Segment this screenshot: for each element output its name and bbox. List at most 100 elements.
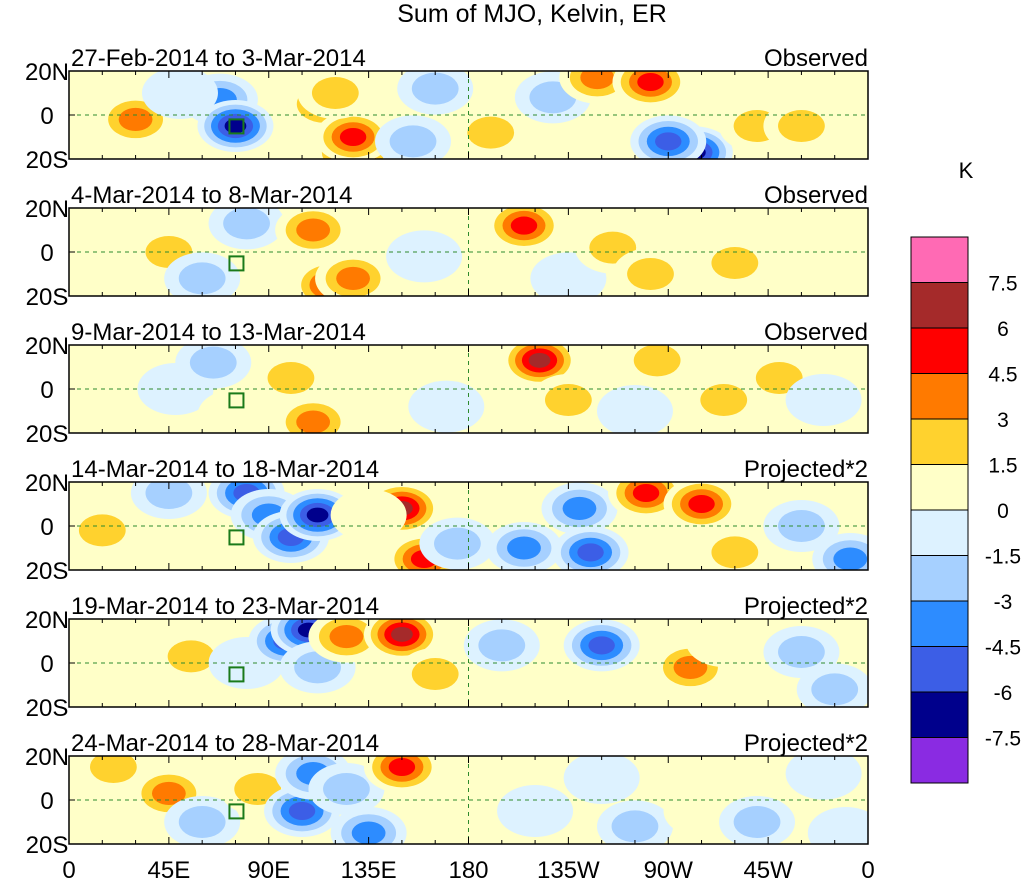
region-box bbox=[228, 118, 245, 135]
contour-band bbox=[386, 230, 463, 283]
legend-label: 6 bbox=[997, 318, 1009, 341]
panel-status: Projected*2 bbox=[744, 456, 868, 483]
anomaly-cell bbox=[530, 374, 607, 426]
anomaly-cell bbox=[785, 374, 862, 426]
contour-band bbox=[580, 71, 615, 90]
contour-band bbox=[145, 482, 193, 509]
legend-swatch bbox=[910, 555, 969, 602]
anomaly-cell bbox=[275, 208, 352, 256]
anomaly-cell bbox=[315, 252, 392, 296]
contour-band bbox=[267, 362, 315, 394]
anomaly-cell bbox=[452, 106, 529, 159]
legend-label: 7.5 bbox=[988, 273, 1017, 296]
panel-period: 9-Mar-2014 to 13-Mar-2014 bbox=[71, 319, 366, 346]
anomaly-cell bbox=[375, 115, 452, 159]
x-tick-label: 135W bbox=[537, 857, 600, 884]
x-tick-label: 180 bbox=[448, 857, 488, 884]
anomaly-cell bbox=[252, 352, 329, 404]
legend-swatch bbox=[910, 282, 969, 329]
anomaly-cells bbox=[130, 208, 840, 296]
contour-band bbox=[323, 773, 370, 805]
panel-5: 20N 0 20S 19-Mar-2014 to 23-Mar-2014 Project… bbox=[25, 593, 869, 722]
legend-label: 4.5 bbox=[988, 364, 1017, 387]
contour-band bbox=[189, 346, 237, 379]
x-axis: 0 45E 90E 135E 180 135W 90W 45W 0 bbox=[62, 857, 874, 884]
anomaly-cell bbox=[197, 389, 274, 433]
contour-band bbox=[339, 127, 367, 147]
contour-band bbox=[581, 670, 658, 707]
anomaly-cell bbox=[497, 785, 574, 837]
anomaly-cell bbox=[397, 71, 474, 115]
x-tick-label: 90E bbox=[247, 857, 290, 884]
y-tick-label: 0 bbox=[40, 377, 53, 404]
contour-band bbox=[563, 756, 640, 804]
contour-band bbox=[408, 380, 485, 433]
anomaly-cell bbox=[619, 345, 696, 387]
y-tick-label: 0 bbox=[40, 514, 53, 541]
anomaly-cell bbox=[563, 619, 640, 672]
contour-band bbox=[562, 496, 597, 520]
contour-band bbox=[197, 389, 274, 433]
contour-band bbox=[497, 785, 574, 837]
contour-band bbox=[763, 215, 840, 267]
contour-band bbox=[785, 374, 862, 426]
contour-band bbox=[467, 116, 515, 149]
legend-swatch bbox=[910, 464, 969, 511]
legend-swatch bbox=[910, 737, 969, 784]
anomaly-cell bbox=[297, 71, 374, 119]
anomaly-cell bbox=[785, 756, 862, 800]
region-box bbox=[228, 529, 245, 546]
legend-label: -7.5 bbox=[985, 728, 1021, 751]
anomaly-cell bbox=[663, 482, 740, 530]
y-tick-label: 0 bbox=[40, 651, 53, 678]
contour-band bbox=[178, 262, 226, 295]
contour-band bbox=[528, 352, 551, 368]
anomaly-cell bbox=[130, 482, 207, 519]
anomaly-cell bbox=[719, 796, 796, 844]
contour-band bbox=[611, 810, 659, 843]
contour-band bbox=[234, 773, 282, 805]
legend-label: 1.5 bbox=[988, 455, 1017, 478]
legend-swatch bbox=[910, 373, 969, 420]
y-tick-label: 0 bbox=[40, 103, 53, 130]
anomaly-cells bbox=[97, 619, 868, 707]
y-tick-label: 20S bbox=[26, 284, 69, 311]
panel-status: Observed bbox=[764, 45, 868, 72]
anomaly-cell bbox=[763, 215, 840, 267]
x-tick-label: 135E bbox=[341, 857, 397, 884]
y-tick-label: 20N bbox=[25, 333, 69, 360]
y-tick-label: 20S bbox=[26, 832, 69, 859]
contour-band bbox=[330, 489, 407, 541]
contour-band bbox=[223, 208, 270, 240]
anomaly-cell bbox=[164, 796, 241, 844]
y-tick-label: 20N bbox=[25, 607, 69, 634]
panel-status: Projected*2 bbox=[744, 730, 868, 757]
anomaly-cell bbox=[197, 100, 274, 152]
anomaly-cell bbox=[485, 208, 562, 252]
contour-band bbox=[755, 362, 803, 394]
anomaly-cell bbox=[807, 807, 868, 844]
anomaly-cell bbox=[685, 619, 762, 667]
anomaly-cell bbox=[397, 648, 474, 700]
y-tick-label: 20N bbox=[25, 744, 69, 771]
anomaly-cells bbox=[97, 71, 840, 159]
anomaly-cell bbox=[552, 526, 629, 570]
contour-band bbox=[807, 807, 868, 844]
panel-period: 27-Feb-2014 to 3-Mar-2014 bbox=[71, 45, 366, 72]
y-tick-label: 0 bbox=[40, 788, 53, 815]
anomaly-cell bbox=[630, 115, 707, 159]
contour-band bbox=[811, 673, 859, 706]
anomaly-cell bbox=[612, 71, 689, 108]
legend-swatch bbox=[910, 418, 969, 465]
anomaly-cell bbox=[685, 374, 762, 426]
contour-band bbox=[411, 658, 459, 690]
contour-band bbox=[141, 71, 218, 119]
y-tick-label: 20N bbox=[25, 59, 69, 86]
legend-label: 0 bbox=[997, 500, 1009, 523]
contour-band bbox=[389, 125, 437, 158]
contour-band bbox=[510, 216, 538, 235]
contour-band bbox=[688, 494, 715, 514]
panel-status: Observed bbox=[764, 319, 868, 346]
contour-band bbox=[391, 626, 413, 642]
anomaly-cell bbox=[408, 380, 485, 433]
